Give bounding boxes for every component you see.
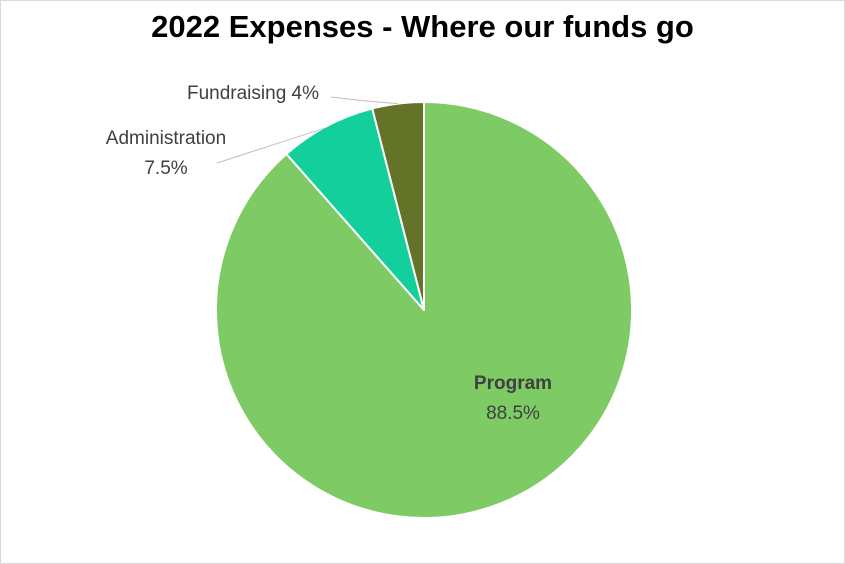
- pie-slices: [215, 101, 633, 519]
- program-value-label: 88.5%: [486, 403, 540, 424]
- pie-slice-fundraising: [371, 101, 425, 311]
- program-name-label: Program: [474, 373, 552, 394]
- chart-title: 2022 Expenses - Where our funds go: [151, 9, 694, 44]
- administration-name-label: Administration: [106, 128, 226, 149]
- administration-value-label: 7.5%: [144, 158, 187, 179]
- pie-slice-administration: [285, 107, 425, 311]
- fundraising-leader-line: [330, 96, 398, 105]
- fundraising-label: Fundraising 4%: [187, 83, 319, 104]
- leader-lines: [216, 96, 398, 164]
- administration-leader-line: [216, 127, 325, 164]
